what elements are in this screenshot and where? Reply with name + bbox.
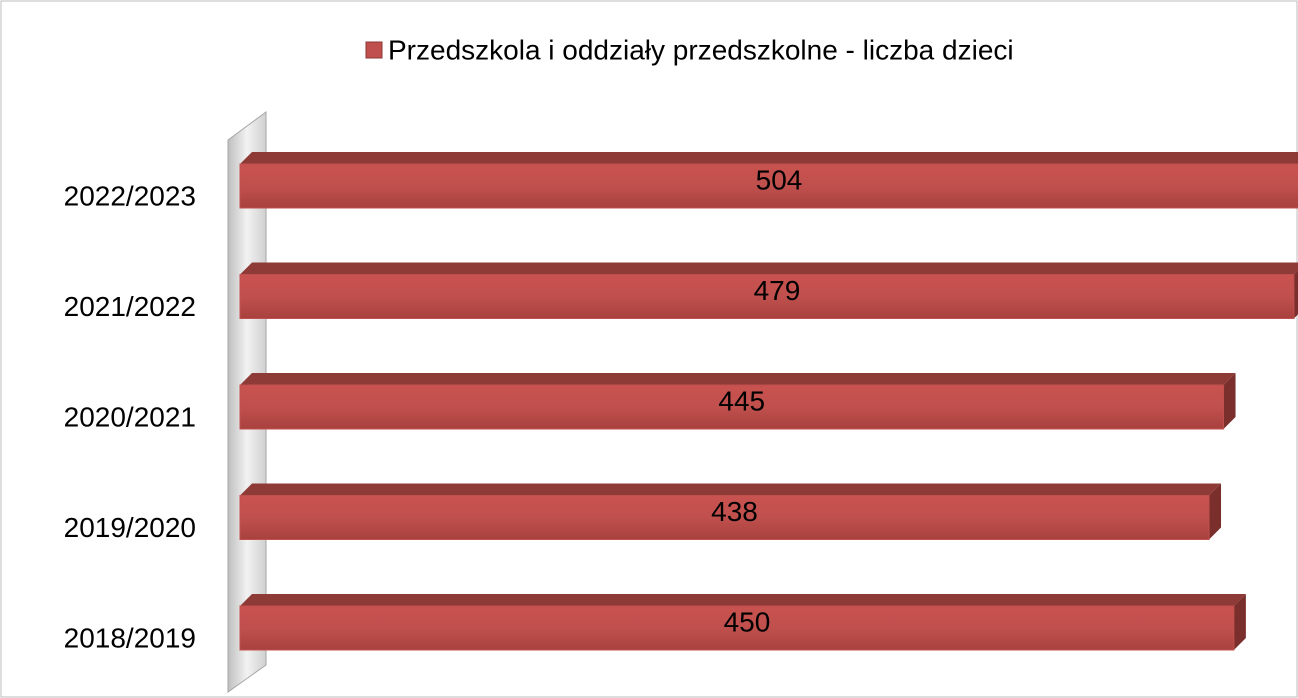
legend-label: Przedszkola i oddziały przedszkolne - li… <box>388 34 1014 65</box>
bar-side <box>1223 373 1236 429</box>
data-label: 438 <box>711 496 758 527</box>
bar-side <box>1233 594 1246 650</box>
data-label: 445 <box>718 385 765 416</box>
y-tick-label: 2020/2021 <box>64 401 196 432</box>
bar-top <box>240 594 1246 606</box>
bar-top <box>240 373 1236 385</box>
bar <box>239 384 1225 430</box>
y-tick-label: 2019/2020 <box>64 512 196 543</box>
bar <box>239 495 1210 540</box>
bar-top <box>240 262 1298 275</box>
y-tick-label: 2018/2019 <box>64 622 196 653</box>
y-tick-label: 2021/2022 <box>64 291 196 322</box>
bar-top <box>240 152 1298 164</box>
bar-side <box>1293 270 1298 319</box>
y-tick-label: 2022/2023 <box>64 180 196 211</box>
bar-side <box>1209 483 1222 540</box>
bar-top <box>240 483 1222 496</box>
bar <box>239 605 1235 651</box>
data-label: 504 <box>756 164 803 195</box>
legend-swatch <box>365 41 383 59</box>
bar <box>239 274 1295 319</box>
data-label: 479 <box>754 275 801 306</box>
data-label: 450 <box>724 606 771 637</box>
bar <box>239 163 1298 209</box>
